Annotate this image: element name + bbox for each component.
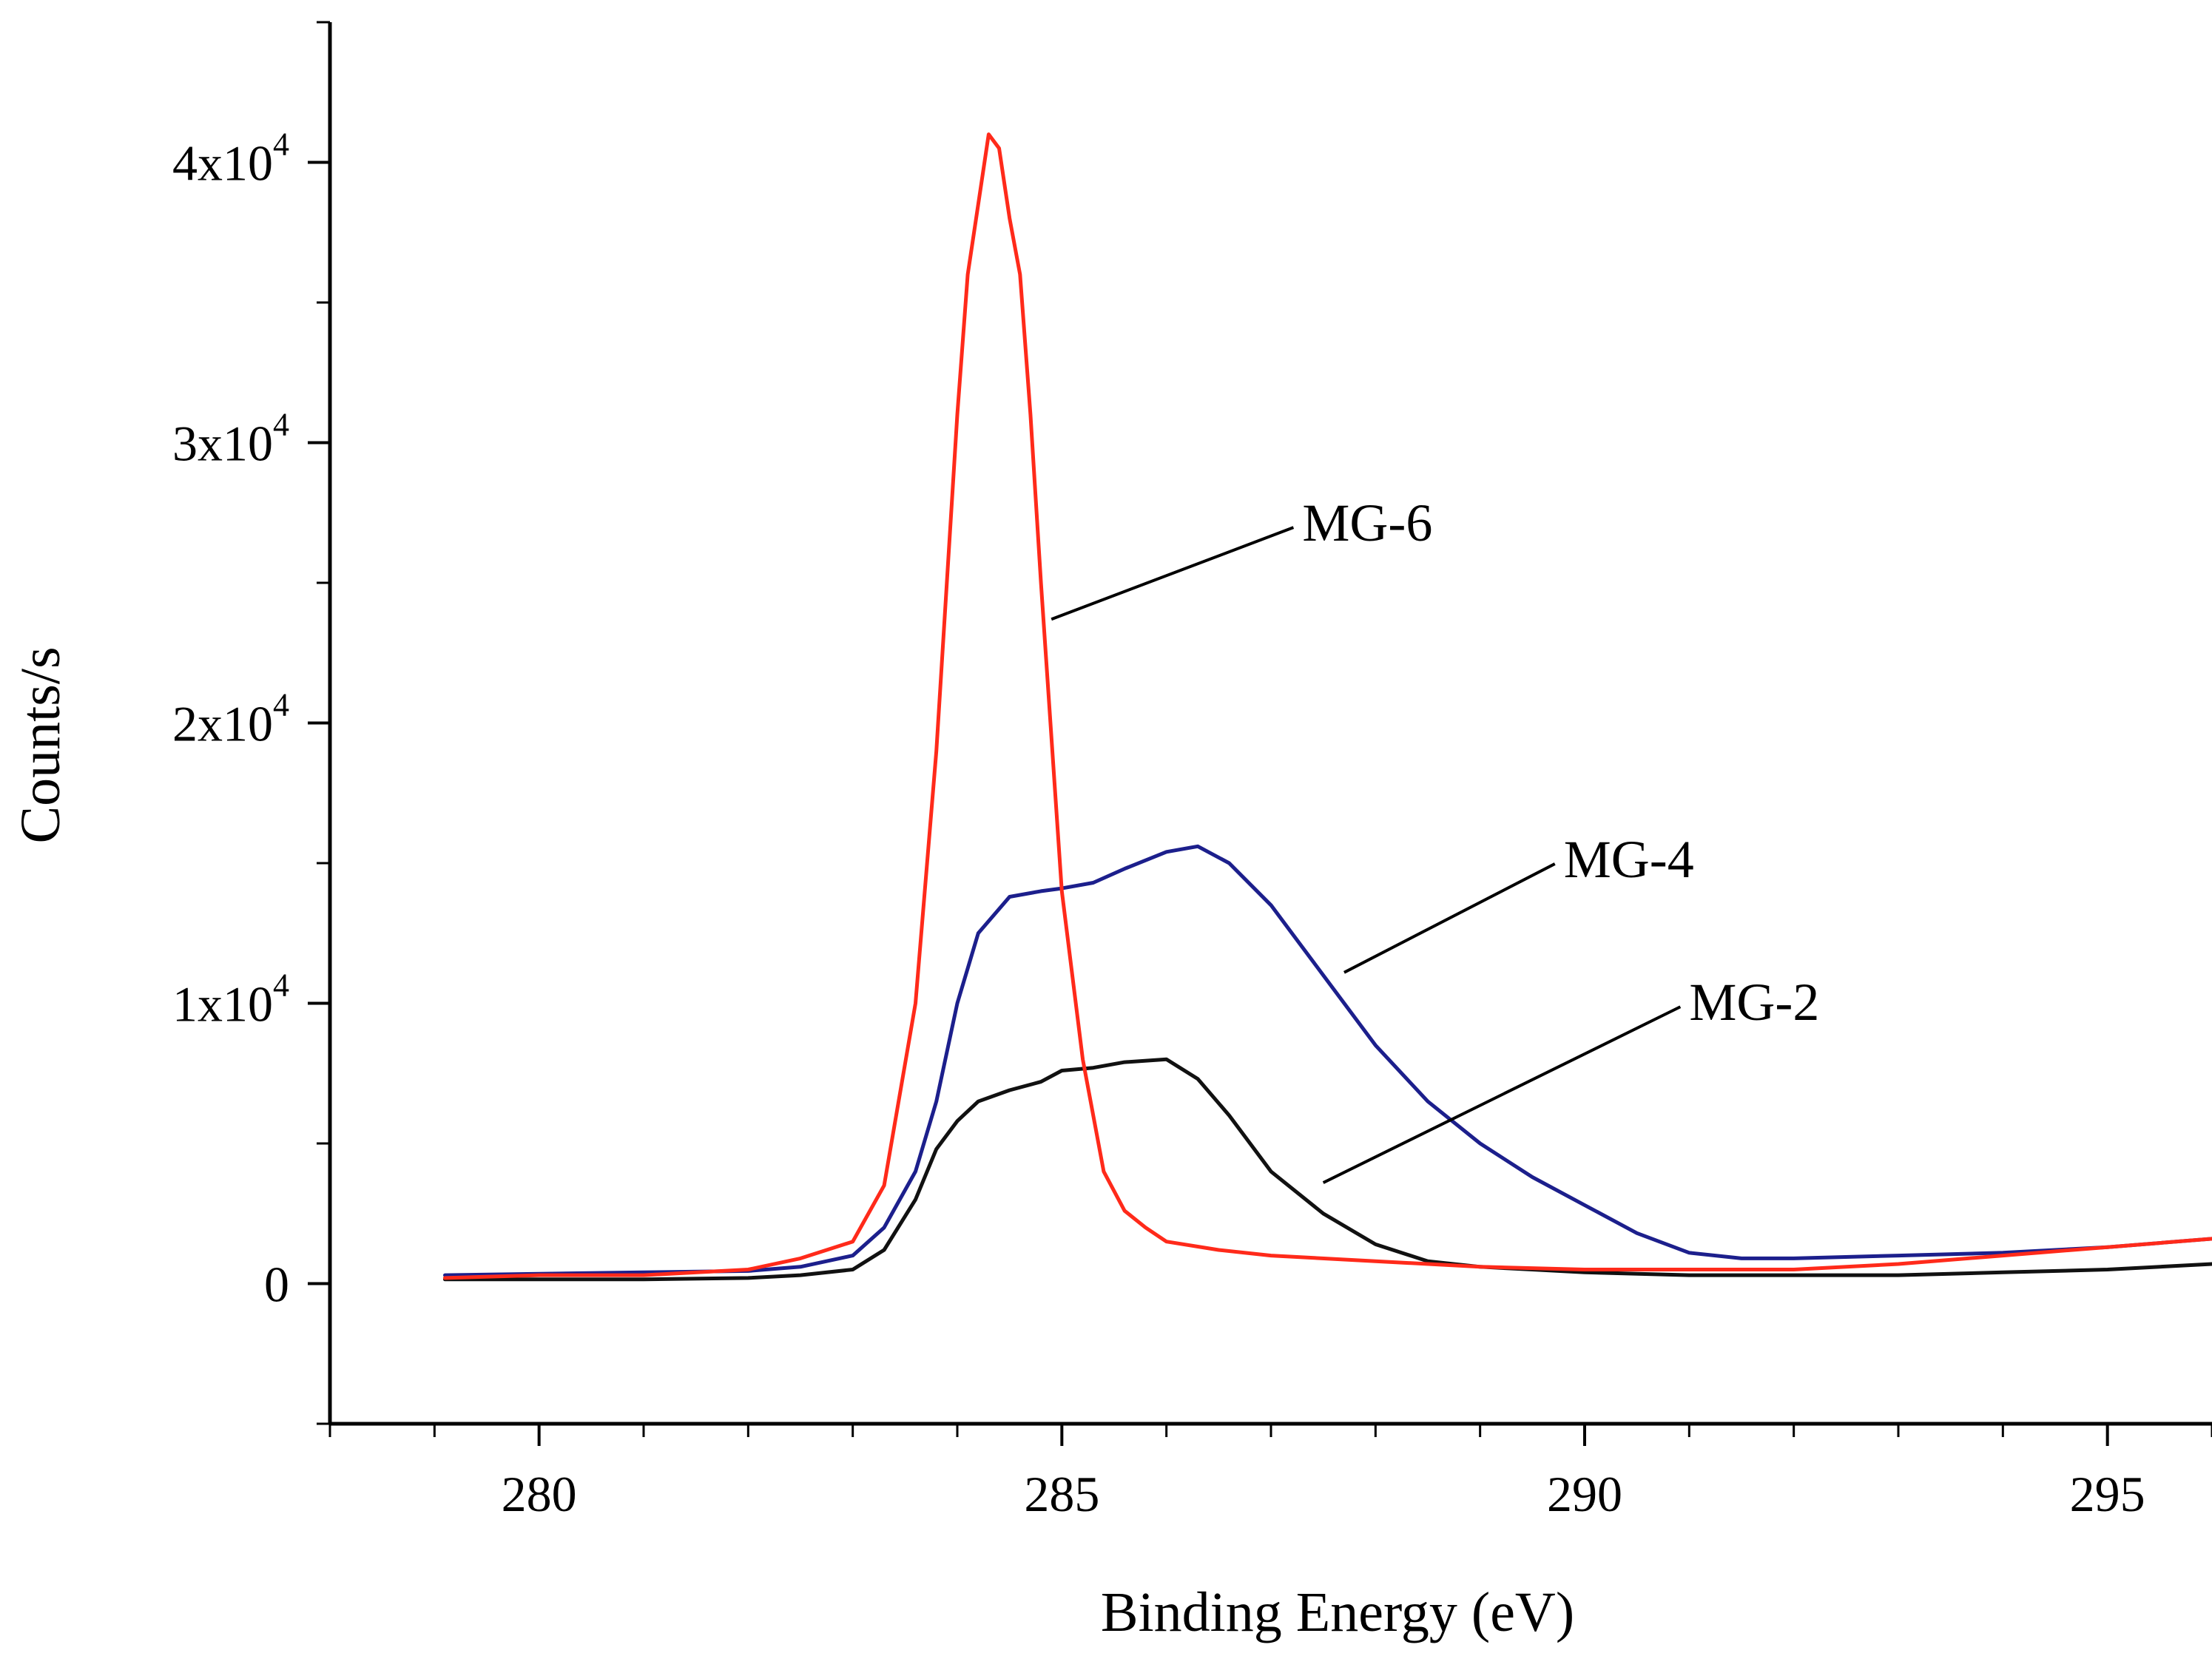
callout-label-mg-4: MG-4: [1564, 830, 1694, 889]
y-tick-label-base: 1x10: [172, 976, 273, 1033]
callout-leader-mg-4: [1343, 862, 1556, 974]
x-tick-label: 285: [1024, 1466, 1099, 1522]
y-tick-label: 1x104: [172, 967, 289, 1033]
y-tick-label-exponent: 4: [273, 967, 289, 1004]
y-tick-label-base: 3x10: [172, 416, 273, 472]
y-tick-label-exponent: 4: [273, 126, 289, 163]
annotations: MG-6 MG-4 MG-2: [1051, 493, 1819, 1184]
callout-leader-mg-6: [1051, 526, 1295, 621]
y-tick-label: 2x104: [172, 687, 289, 752]
y-tick-label-base: 2x10: [172, 696, 273, 752]
callout-label-mg-6: MG-6: [1302, 493, 1432, 552]
series-line-mg-2: [443, 1057, 2212, 1282]
y-tick-label: 0: [264, 1257, 289, 1313]
series-layer: [443, 132, 2212, 1282]
callout-leader-mg-2: [1322, 1005, 1682, 1184]
x-tick-label: 290: [1547, 1466, 1622, 1522]
axes: 280 285 290 29501x1042x1043x1044x104Binding…: [10, 21, 2212, 1643]
callout-label-mg-2: MG-2: [1689, 973, 1819, 1032]
x-tick-label: 280: [502, 1466, 577, 1522]
y-tick-label-exponent: 4: [273, 687, 289, 723]
y-tick-label-exponent: 4: [273, 407, 289, 443]
series-line-mg-6: [443, 132, 2212, 1280]
y-tick-label: 3x104: [172, 407, 289, 472]
y-tick-label-base: 0: [264, 1257, 289, 1313]
y-tick-label: 4x104: [172, 126, 289, 192]
y-tick-label-base: 4x10: [172, 135, 273, 192]
x-axis-title: Binding Energy (eV): [1101, 1581, 1574, 1643]
x-tick-label: 295: [2070, 1466, 2145, 1522]
series-line-mg-4: [443, 844, 2212, 1277]
y-axis-title: Counts/s: [10, 646, 72, 843]
